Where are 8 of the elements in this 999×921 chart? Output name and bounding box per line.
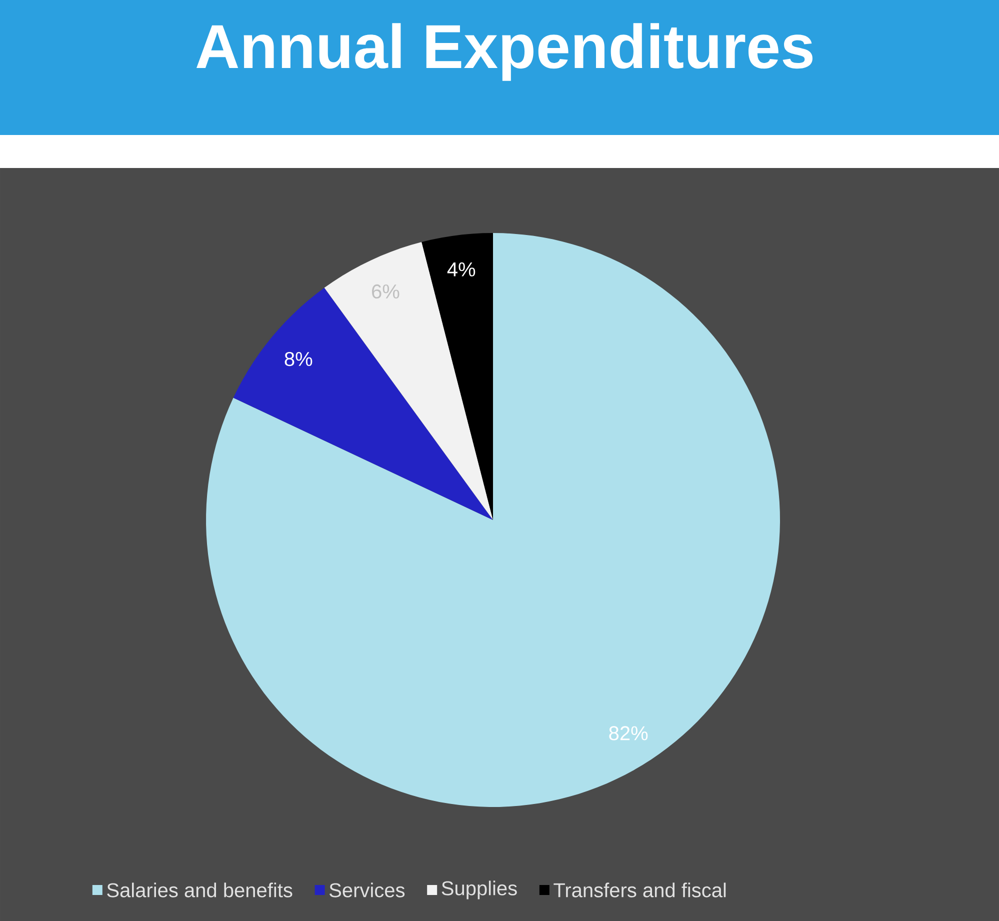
- legend-label: Services: [330, 882, 405, 898]
- data-label: 4%: [447, 262, 476, 276]
- legend-label: Salaries and benefits: [107, 882, 292, 898]
- legend-label: Transfers and fiscal: [554, 882, 726, 898]
- chart-title: Annual Expenditures: [196, 23, 812, 81]
- legend-label: Supplies: [442, 880, 517, 900]
- data-label: 82%: [609, 726, 648, 740]
- data-label: 8%: [284, 352, 312, 366]
